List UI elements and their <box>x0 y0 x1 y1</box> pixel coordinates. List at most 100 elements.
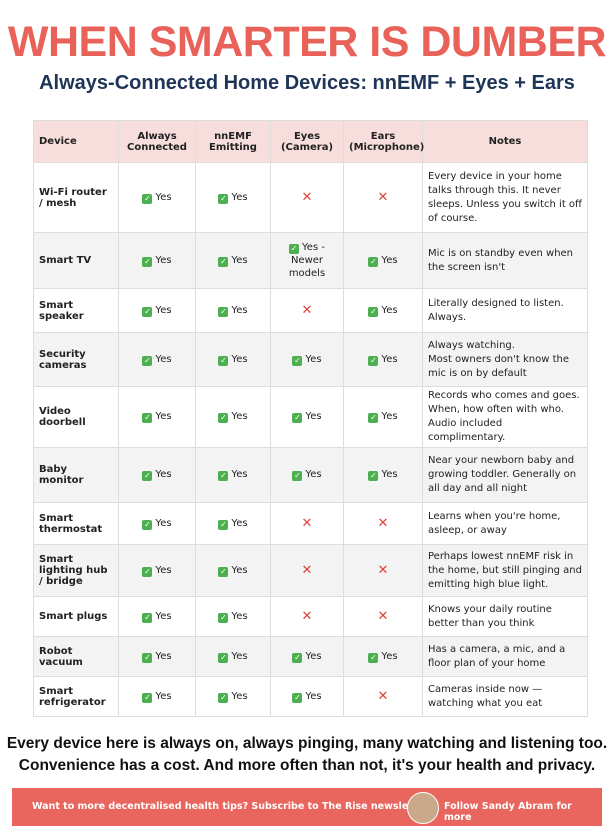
note-text: Records who comes and goes. When, how of… <box>428 390 580 443</box>
column-header: nnEMF Emitting <box>195 120 271 163</box>
status-text: Yes <box>155 304 172 316</box>
status-cell: ✓ Yes <box>118 232 196 289</box>
check-icon: ✓ <box>218 256 229 267</box>
status-cell: ✕ <box>270 596 344 637</box>
notes-cell: Cameras inside now — watching what you e… <box>422 676 588 717</box>
status-cell: ✓ Yes <box>118 502 196 545</box>
device-name: Smart thermostat <box>39 512 103 535</box>
check-icon: ✓ <box>142 612 153 623</box>
status-cell: ✕ <box>343 162 423 233</box>
status-text: ✕ <box>301 516 313 531</box>
device-name: Wi-Fi router / mesh <box>39 186 107 209</box>
status-cell: ✓ Yes <box>195 544 271 597</box>
status-text: ✕ <box>301 190 313 205</box>
status-cell: ✓ Yes <box>195 332 271 387</box>
status-cell: ✓ Yes <box>118 288 196 333</box>
device-cell: Smart refrigerator <box>33 676 119 717</box>
status-cell: ✓ Yes <box>118 332 196 387</box>
check-icon: ✓ <box>368 306 379 317</box>
status-text: Yes <box>305 650 322 662</box>
table-row: Video doorbell ✓ Yes ✓ Yes ✓ Yes ✓ Yes Records wh… <box>33 386 588 448</box>
status-cell: ✓ Yes <box>270 636 344 677</box>
check-icon: ✓ <box>368 471 379 481</box>
avatar <box>407 792 439 824</box>
status-cell: ✓ Yes <box>118 544 196 597</box>
table-row: Baby monitor ✓ Yes ✓ Yes ✓ Yes ✓ Yes Near your ne… <box>33 447 588 503</box>
status-cell: ✓ Yes <box>195 232 271 289</box>
note-text: Learns when you're home, asleep, or away <box>428 510 561 536</box>
table-row: Smart speaker ✓ Yes ✓ Yes ✕ ✓ Yes Literally desi… <box>33 288 588 333</box>
check-icon: ✓ <box>368 652 379 663</box>
table-body: Wi-Fi router / mesh ✓ Yes ✓ Yes ✕ ✕ Every devic… <box>33 162 588 717</box>
check-icon: ✓ <box>142 413 153 423</box>
device-name: Smart lighting hub / bridge <box>39 554 108 587</box>
notes-cell: Always watching. Most owners don't know … <box>422 332 588 387</box>
status-text: Yes <box>231 191 248 203</box>
status-text: Yes <box>231 517 248 529</box>
status-text: Yes <box>155 610 172 622</box>
check-icon: ✓ <box>292 413 303 423</box>
status-text: Yes <box>305 469 322 480</box>
note-text: Mic is on standby even when the screen i… <box>428 247 574 273</box>
status-cell: ✓ Yes <box>195 386 271 448</box>
check-icon: ✓ <box>368 413 379 423</box>
check-icon: ✓ <box>292 471 303 481</box>
status-cell: ✓ Yes <box>343 386 423 448</box>
check-icon: ✓ <box>218 193 229 204</box>
notes-cell: Knows your daily routine better than you… <box>422 596 588 637</box>
check-icon: ✓ <box>142 566 153 577</box>
check-icon: ✓ <box>142 652 153 663</box>
table-row: Smart TV ✓ Yes ✓ Yes ✓ Yes - Newer models ✓ Yes M… <box>33 232 588 289</box>
check-icon: ✓ <box>218 652 229 663</box>
device-name: Smart refrigerator <box>39 685 106 708</box>
status-text: Yes <box>155 353 172 365</box>
check-icon: ✓ <box>292 652 303 663</box>
status-text: Yes <box>155 650 172 662</box>
status-text: Yes <box>305 690 322 702</box>
table-row: Smart thermostat ✓ Yes ✓ Yes ✕ ✕ Learns when yo… <box>33 502 588 545</box>
status-text: Yes - Newer models <box>288 242 326 279</box>
banner: Want to more decentralised health tips? … <box>12 788 602 826</box>
status-cell: ✓ Yes <box>270 447 344 503</box>
status-cell: ✕ <box>270 288 344 333</box>
status-text: Yes <box>381 411 398 422</box>
status-cell: ✓ Yes <box>343 332 423 387</box>
status-cell: ✕ <box>343 502 423 545</box>
note-text: Near your newborn baby and growing toddl… <box>428 455 577 494</box>
check-icon: ✓ <box>142 306 153 317</box>
status-cell: ✓ Yes <box>195 162 271 233</box>
note-text: Has a camera, a mic, and a floor plan of… <box>428 643 566 669</box>
status-text: Yes <box>231 411 248 422</box>
note-text: Cameras inside now — watching what you e… <box>428 683 543 709</box>
status-text: Yes <box>155 191 172 203</box>
check-icon: ✓ <box>368 355 379 366</box>
column-header: Device <box>33 120 119 163</box>
device-cell: Wi-Fi router / mesh <box>33 162 119 233</box>
device-name: Smart speaker <box>39 299 84 322</box>
status-text: Yes <box>155 690 172 702</box>
title: WHEN SMARTER IS DUMBER <box>7 18 607 66</box>
status-cell: ✓ Yes <box>118 162 196 233</box>
device-cell: Robot vacuum <box>33 636 119 677</box>
check-icon: ✓ <box>218 519 229 530</box>
notes-cell: Learns when you're home, asleep, or away <box>422 502 588 545</box>
device-name: Smart plugs <box>39 611 108 622</box>
table-row: Smart plugs ✓ Yes ✓ Yes ✕ ✕ Knows your daily ro… <box>33 596 588 637</box>
check-icon: ✓ <box>142 355 153 366</box>
check-icon: ✓ <box>218 413 229 423</box>
device-name: Smart TV <box>39 255 92 266</box>
status-text: ✕ <box>377 609 389 624</box>
status-text: Yes <box>231 254 248 266</box>
check-icon: ✓ <box>218 471 229 481</box>
status-cell: ✓ Yes <box>195 502 271 545</box>
note-text: Knows your daily routine better than you… <box>428 603 552 629</box>
status-text: ✕ <box>377 516 389 531</box>
check-icon: ✓ <box>368 256 379 267</box>
notes-cell: Every device in your home talks through … <box>422 162 588 233</box>
status-text: Yes <box>305 411 322 422</box>
device-table: Device Always Connected nnEMF Emitting Eyes… <box>33 120 588 717</box>
status-cell: ✓ Yes <box>195 447 271 503</box>
status-text: Yes <box>381 304 398 316</box>
status-text: Yes <box>231 650 248 662</box>
